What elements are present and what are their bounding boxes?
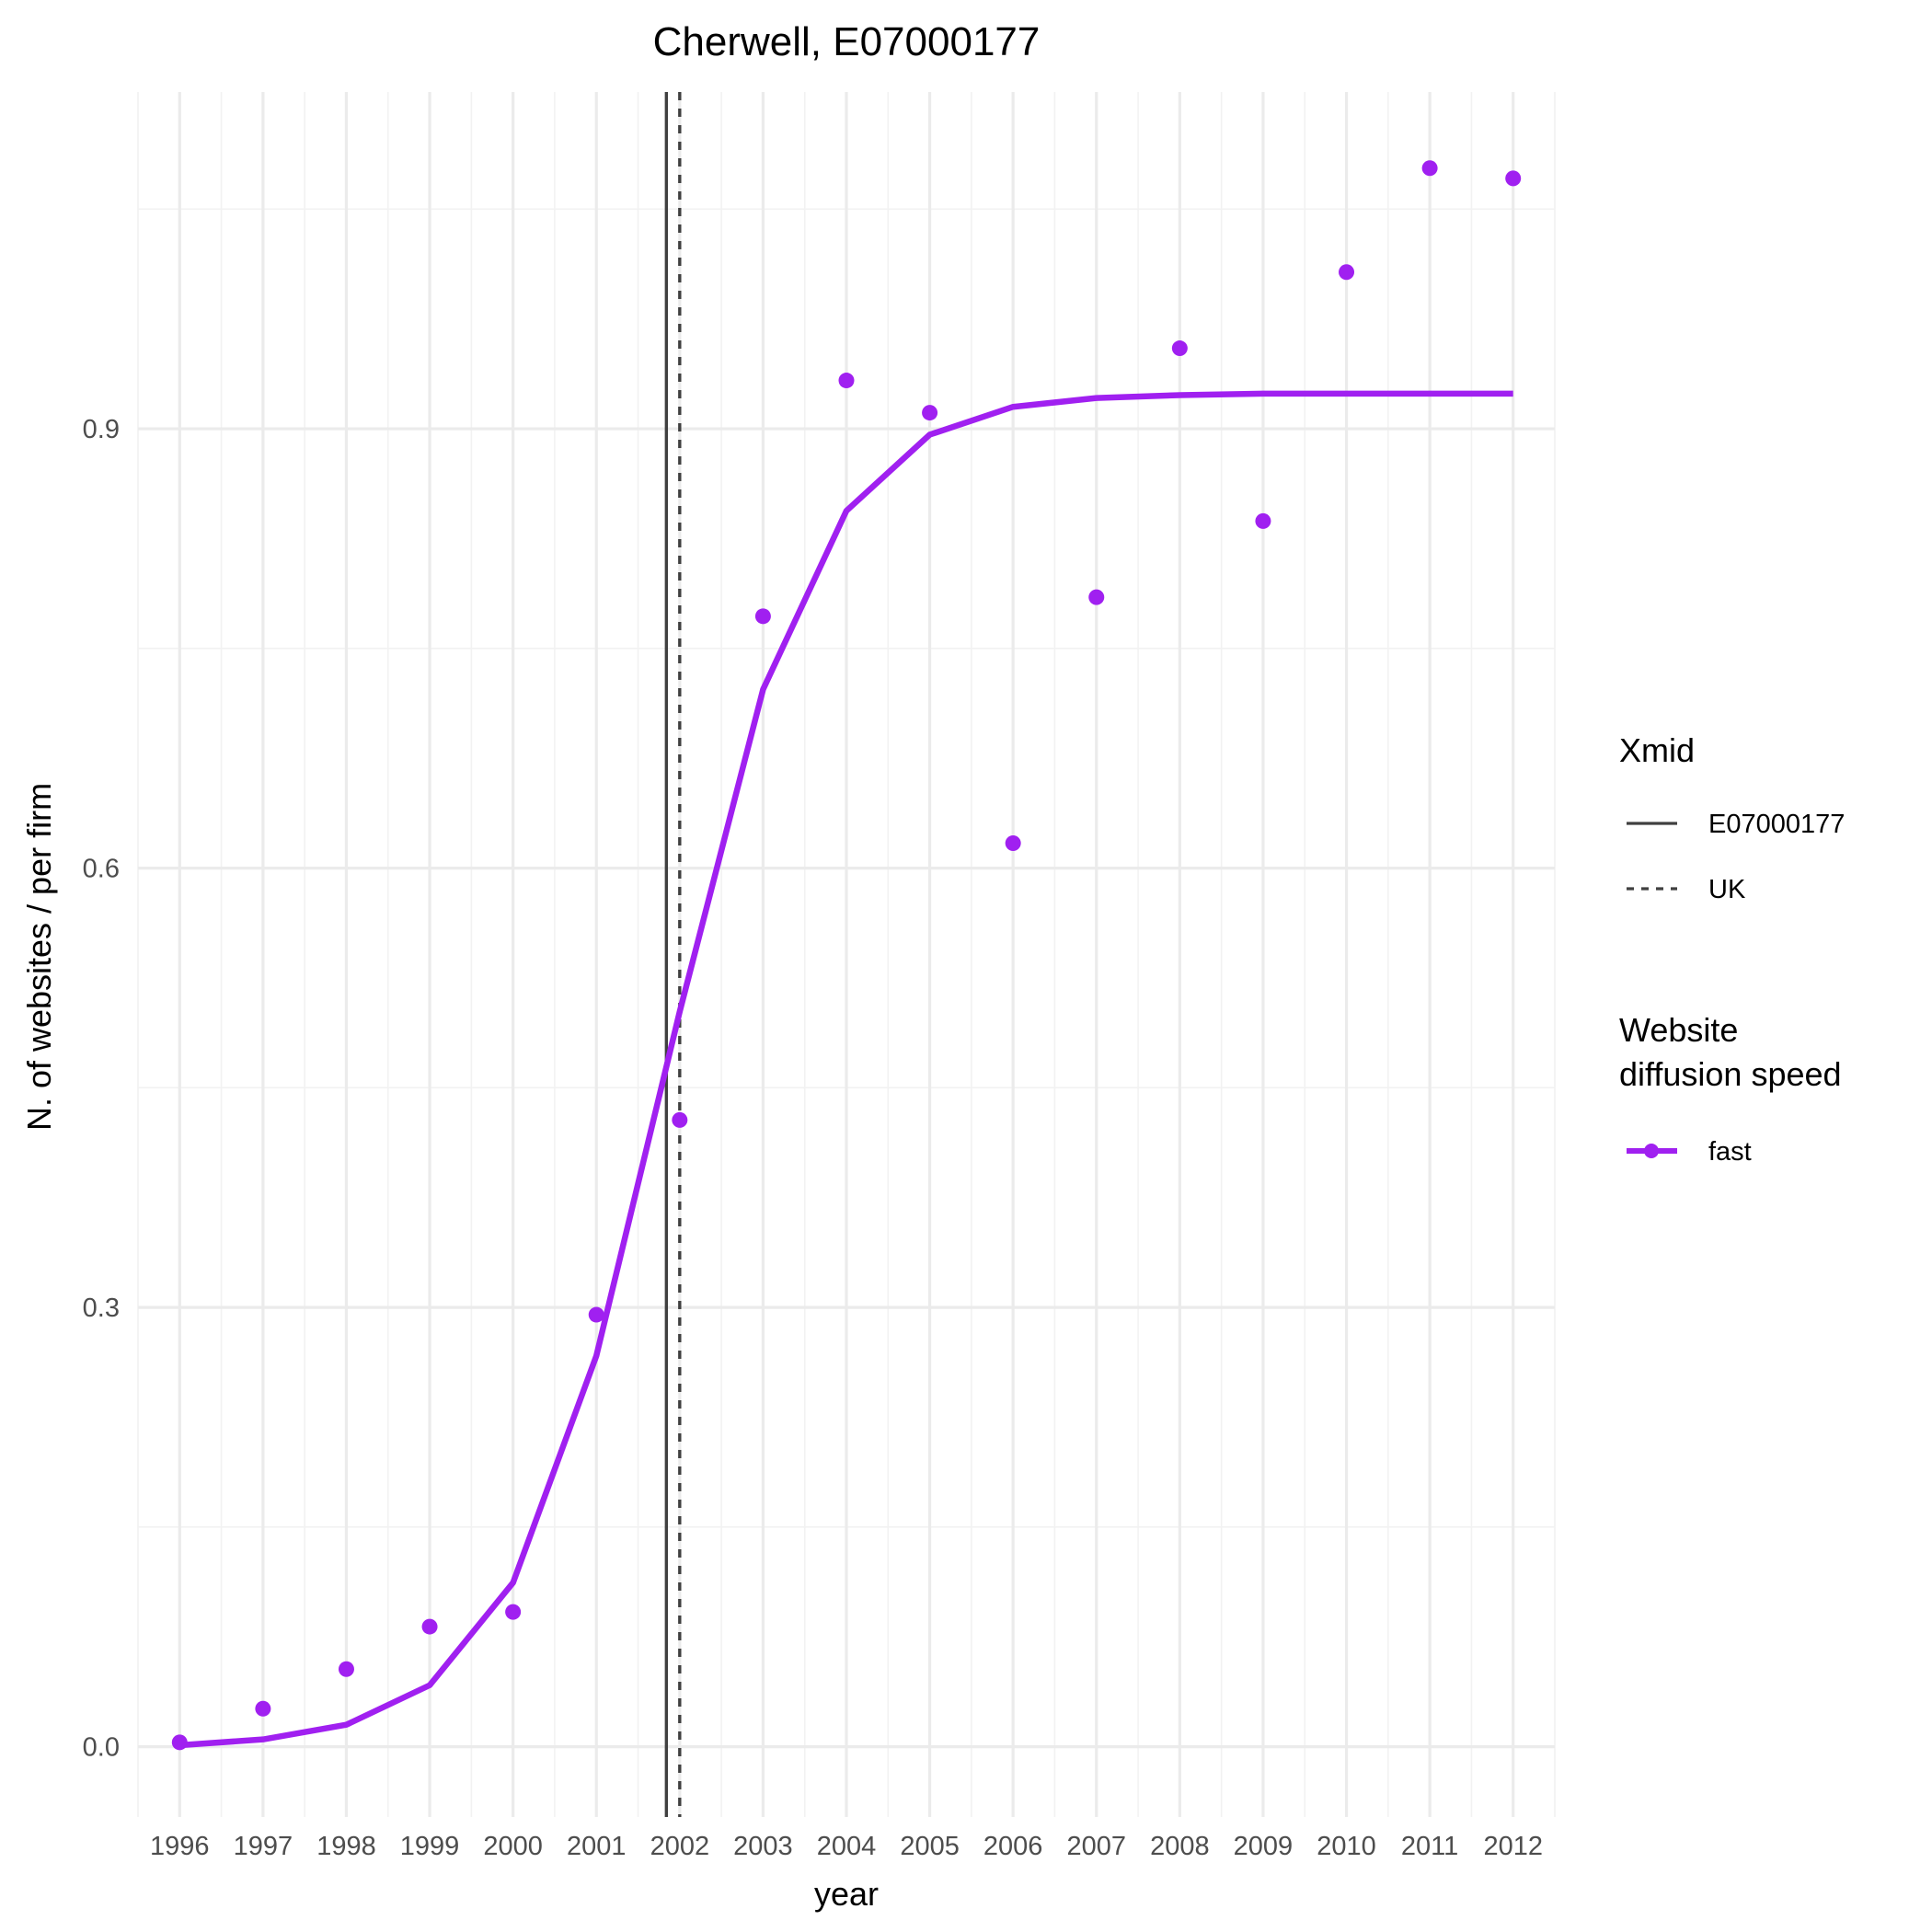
legend-title-website: Website xyxy=(1619,1011,1738,1049)
legend: Xmid E07000177 UK Website diffusion spee… xyxy=(1619,731,1845,1167)
x-tick-label: 1999 xyxy=(400,1832,460,1861)
data-point-2002 xyxy=(672,1111,688,1128)
data-point-1998 xyxy=(338,1661,354,1677)
x-tick-label: 2008 xyxy=(1150,1832,1210,1861)
x-tick-label: 2000 xyxy=(483,1832,543,1861)
data-series xyxy=(171,160,1522,1751)
data-point-1997 xyxy=(255,1700,271,1717)
y-tick-label: 0.9 xyxy=(83,415,120,444)
gridlines xyxy=(137,92,1556,1817)
x-tick-label: 1998 xyxy=(316,1832,376,1861)
data-point-2007 xyxy=(1088,589,1105,605)
x-tick-label: 2005 xyxy=(900,1832,960,1861)
data-point-2012 xyxy=(1505,170,1522,187)
data-point-2011 xyxy=(1421,160,1438,177)
legend-label-fast: fast xyxy=(1708,1137,1752,1167)
chart-title: Cherwell, E07000177 xyxy=(653,19,1041,64)
legend-entry-uk: UK xyxy=(1627,875,1746,904)
y-axis-tick-labels: 0.0 0.3 0.6 0.9 xyxy=(83,415,120,1763)
legend-label-uk: UK xyxy=(1708,875,1746,904)
x-tick-label: 2012 xyxy=(1483,1832,1543,1861)
x-tick-label: 2002 xyxy=(650,1832,710,1861)
x-tick-label: 1997 xyxy=(234,1832,293,1861)
data-point-2000 xyxy=(505,1604,522,1620)
data-point-2003 xyxy=(754,608,771,625)
data-point-1996 xyxy=(171,1734,188,1751)
x-tick-label: 2001 xyxy=(567,1832,627,1861)
x-axis-title: year xyxy=(814,1875,879,1913)
legend-title-xmid: Xmid xyxy=(1619,731,1695,769)
y-tick-label: 0.0 xyxy=(83,1733,120,1763)
data-point-2005 xyxy=(922,405,938,421)
data-point-2004 xyxy=(838,373,855,389)
y-tick-label: 0.6 xyxy=(83,855,120,884)
y-tick-label: 0.3 xyxy=(83,1294,120,1323)
legend-key-fast-point xyxy=(1644,1144,1659,1158)
data-point-1999 xyxy=(421,1618,438,1635)
data-point-2009 xyxy=(1255,512,1271,529)
x-tick-label: 2009 xyxy=(1234,1832,1294,1861)
reference-lines xyxy=(664,92,682,1817)
legend-group-xmid: Xmid E07000177 UK xyxy=(1619,731,1845,904)
x-axis-tick-labels: 1996 1997 1998 1999 2000 2001 2002 2003 2004 2005… xyxy=(150,1832,1543,1861)
data-point-2001 xyxy=(588,1306,604,1323)
legend-entry-e07000177: E07000177 xyxy=(1627,810,1845,839)
x-tick-label: 2003 xyxy=(733,1832,793,1861)
legend-label-e07000177: E07000177 xyxy=(1708,810,1845,839)
data-point-2010 xyxy=(1339,264,1355,281)
x-tick-label: 2007 xyxy=(1067,1832,1127,1861)
fitted-curve-fast xyxy=(179,390,1513,1749)
legend-title-diffusion-speed: diffusion speed xyxy=(1619,1055,1842,1093)
data-point-2006 xyxy=(1005,835,1021,852)
legend-group-diffusion-speed: Website diffusion speed fast xyxy=(1619,1011,1842,1167)
x-tick-label: 2004 xyxy=(817,1832,877,1861)
y-axis-title: N. of websites / per firm xyxy=(20,783,58,1131)
x-tick-label: 2011 xyxy=(1401,1832,1458,1861)
legend-entry-fast: fast xyxy=(1627,1137,1752,1167)
x-tick-label: 2010 xyxy=(1317,1832,1376,1861)
x-tick-label: 2006 xyxy=(983,1832,1043,1861)
data-point-2008 xyxy=(1171,340,1188,357)
x-tick-label: 1996 xyxy=(150,1832,210,1861)
